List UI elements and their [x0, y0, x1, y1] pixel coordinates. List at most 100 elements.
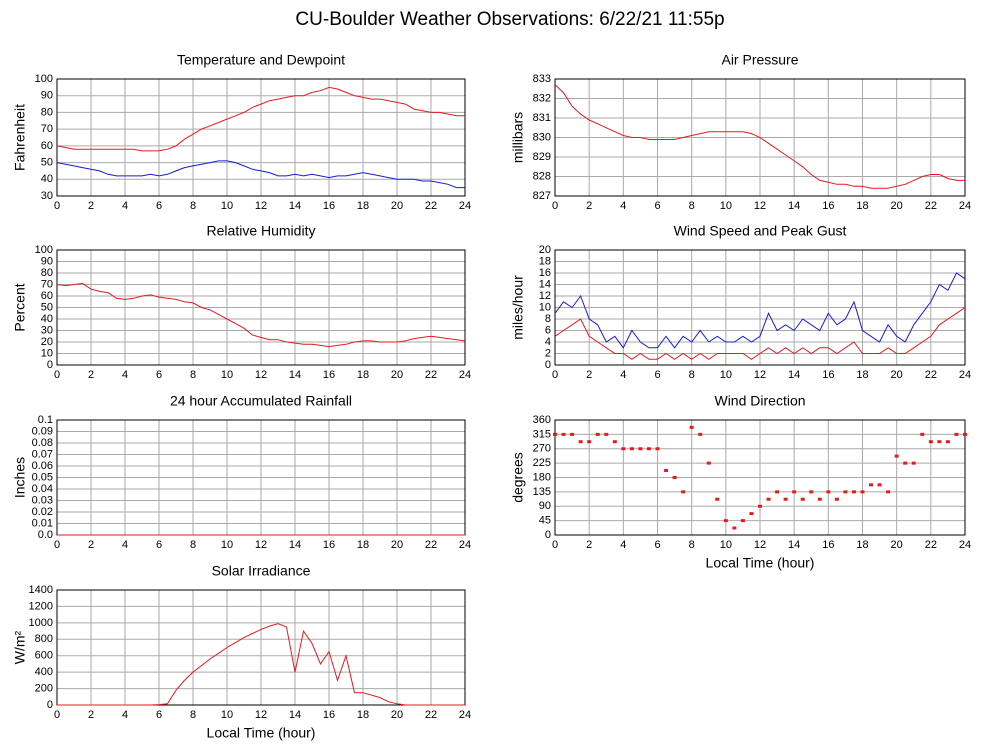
- x-tick-label: 14: [788, 369, 800, 381]
- data-point: [894, 454, 899, 458]
- chart-title: Wind Direction: [714, 393, 805, 409]
- y-tick-label: 0: [545, 529, 551, 541]
- y-tick-label: 90: [41, 90, 53, 102]
- data-point: [621, 447, 626, 451]
- data-point: [928, 440, 933, 444]
- y-tick-label: 135: [533, 486, 551, 498]
- x-tick-label: 8: [689, 369, 695, 381]
- x-tick-label: 16: [822, 369, 834, 381]
- x-tick-label: 14: [289, 369, 301, 381]
- data-point: [869, 483, 874, 487]
- data-point: [595, 432, 600, 436]
- data-point: [570, 432, 575, 436]
- chart-title: Solar Irradiance: [212, 563, 311, 579]
- data-point: [945, 440, 950, 444]
- data-point: [843, 490, 848, 494]
- y-tick-label: 1000: [29, 617, 53, 629]
- y-tick-label: 830: [533, 131, 551, 143]
- x-tick-label: 6: [156, 200, 162, 212]
- y-tick-label: 225: [533, 457, 551, 469]
- y-tick-label: 80: [41, 106, 53, 118]
- x-tick-label: 0: [552, 200, 558, 212]
- y-tick-label: 0.02: [32, 506, 53, 518]
- x-tick-label: 24: [459, 369, 471, 381]
- data-point: [963, 432, 967, 436]
- x-tick-label: 20: [891, 539, 903, 551]
- y-tick-label: 30: [41, 190, 53, 202]
- y-tick-label: 0.1: [38, 414, 53, 426]
- data-point: [672, 476, 677, 479]
- x-tick-label: 8: [190, 369, 196, 381]
- y-tick-label: 20: [539, 244, 551, 256]
- x-tick-label: 2: [88, 539, 94, 551]
- x-tick-label: 12: [754, 539, 766, 551]
- y-tick-label: 0.05: [32, 471, 53, 483]
- x-tick-label: 6: [654, 539, 660, 551]
- x-tick-label: 2: [88, 709, 94, 721]
- data-point: [817, 497, 822, 501]
- x-tick-label: 0: [54, 200, 60, 212]
- data-point: [809, 490, 814, 494]
- x-tick-label: 10: [720, 200, 732, 212]
- x-tick-label: 24: [459, 709, 471, 721]
- x-tick-label: 6: [156, 369, 162, 381]
- data-point: [638, 447, 643, 451]
- y-tick-label: 60: [41, 140, 53, 152]
- x-tick-label: 2: [586, 369, 592, 381]
- data-point: [954, 432, 959, 436]
- x-tick-label: 24: [959, 539, 971, 551]
- data-point: [698, 432, 703, 436]
- x-tick-label: 20: [391, 709, 403, 721]
- x-tick-label: 12: [754, 200, 766, 212]
- y-tick-label: 80: [41, 267, 53, 279]
- y-tick-label: 8: [545, 313, 551, 325]
- y-axis-label: Percent: [12, 283, 28, 331]
- x-tick-label: 22: [925, 369, 937, 381]
- data-point: [800, 497, 805, 501]
- y-axis-label: miles/hour: [510, 275, 526, 340]
- y-tick-label: 2: [545, 347, 551, 359]
- plot-frame: [56, 78, 466, 197]
- data-point: [587, 440, 592, 444]
- y-tick-label: 50: [41, 156, 53, 168]
- y-axis-label: millibars: [510, 112, 526, 163]
- y-tick-label: 70: [41, 278, 53, 290]
- x-axis-label: Local Time (hour): [706, 555, 815, 571]
- data-point: [706, 461, 711, 465]
- page-title: CU-Boulder Weather Observations: 6/22/21…: [295, 9, 724, 30]
- data-point: [646, 447, 651, 451]
- y-tick-label: 12: [539, 290, 551, 302]
- x-tick-label: 4: [620, 369, 626, 381]
- x-tick-label: 20: [391, 539, 403, 551]
- data-point: [578, 440, 583, 444]
- x-tick-label: 10: [720, 539, 732, 551]
- data-point: [689, 425, 694, 429]
- y-axis-label: degrees: [510, 452, 526, 503]
- x-tick-label: 16: [323, 200, 335, 212]
- x-tick-label: 12: [255, 539, 267, 551]
- y-tick-label: 0: [47, 359, 53, 371]
- x-tick-label: 16: [323, 369, 335, 381]
- y-tick-label: 828: [533, 170, 551, 182]
- data-point: [612, 440, 617, 444]
- data-line: [554, 307, 966, 360]
- data-point: [681, 490, 686, 494]
- x-tick-label: 2: [88, 369, 94, 381]
- x-tick-label: 10: [221, 539, 233, 551]
- data-point: [723, 519, 728, 523]
- x-tick-label: 14: [289, 200, 301, 212]
- data-point: [860, 490, 865, 494]
- chart-title: Temperature and Dewpoint: [177, 52, 345, 68]
- y-tick-label: 800: [35, 633, 53, 645]
- y-tick-label: 0.0: [38, 529, 53, 541]
- chart-title: Wind Speed and Peak Gust: [674, 223, 847, 239]
- x-tick-label: 20: [891, 200, 903, 212]
- data-line: [56, 282, 466, 348]
- x-tick-label: 16: [822, 539, 834, 551]
- x-tick-label: 0: [54, 369, 60, 381]
- x-tick-label: 24: [459, 200, 471, 212]
- y-tick-label: 90: [539, 500, 551, 512]
- x-tick-label: 18: [357, 709, 369, 721]
- data-point: [766, 497, 771, 501]
- x-tick-label: 6: [654, 369, 660, 381]
